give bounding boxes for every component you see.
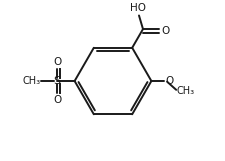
Text: CH₃: CH₃: [176, 86, 194, 96]
Text: O: O: [53, 95, 61, 105]
Text: HO: HO: [130, 3, 146, 13]
Text: S: S: [53, 76, 60, 86]
Text: O: O: [160, 26, 168, 36]
Text: O: O: [164, 76, 173, 86]
Text: CH₃: CH₃: [22, 76, 40, 86]
Text: O: O: [53, 57, 61, 67]
